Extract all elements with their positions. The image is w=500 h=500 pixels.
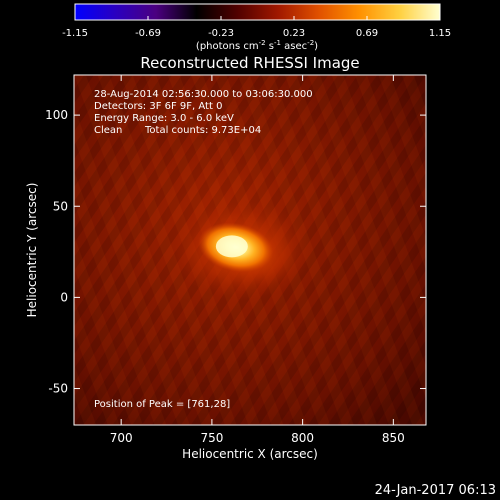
annotation-energy-range: Energy Range: 3.0 - 6.0 keV bbox=[94, 113, 234, 124]
colorbar-tick-label: -0.23 bbox=[208, 28, 234, 39]
y-axis-ticks: -50 0 50 100 bbox=[45, 108, 426, 396]
colorbar-tick-label: -1.15 bbox=[62, 28, 88, 39]
colorbar: -1.15 -0.69 -0.23 0.23 0.69 1.15 (photons cm-… bbox=[62, 3, 451, 52]
x-tick-label: 700 bbox=[110, 431, 133, 445]
source-peak bbox=[215, 235, 248, 258]
annotation-time-range: 28-Aug-2014 02:56:30.000 to 03:06:30.000 bbox=[94, 89, 313, 100]
x-axis-label: Heliocentric X (arcsec) bbox=[182, 447, 318, 461]
chart-title: Reconstructed RHESSI Image bbox=[140, 54, 359, 72]
colorbar-tick-label: 0.69 bbox=[356, 28, 378, 39]
colorbar-ticks: -1.15 -0.69 -0.23 0.23 0.69 1.15 bbox=[62, 16, 451, 39]
annotation-peak-position: Position of Peak = [761,28] bbox=[94, 399, 230, 410]
annotations: 28-Aug-2014 02:56:30.000 to 03:06:30.000… bbox=[94, 89, 313, 410]
colorbar-gradient bbox=[74, 3, 441, 21]
y-tick-label: 100 bbox=[45, 108, 68, 122]
colorbar-tick-label: 1.15 bbox=[429, 28, 451, 39]
x-axis-ticks: 700 750 800 850 bbox=[110, 75, 405, 445]
plot-frame bbox=[73, 74, 427, 426]
image-plot-area bbox=[74, 75, 426, 425]
colorbar-tick-label: -0.69 bbox=[135, 28, 161, 39]
annotation-detectors: Detectors: 3F 6F 9F, Att 0 bbox=[94, 101, 222, 112]
annotation-clean: Clean bbox=[94, 125, 122, 136]
annotation-total-counts: Total counts: 9.73E+04 bbox=[144, 125, 261, 136]
x-tick-label: 800 bbox=[291, 431, 314, 445]
x-tick-label: 750 bbox=[200, 431, 223, 445]
y-tick-label: -50 bbox=[48, 382, 68, 396]
colorbar-tick-label: 0.23 bbox=[283, 28, 305, 39]
y-tick-label: 0 bbox=[60, 290, 68, 304]
y-tick-label: 50 bbox=[53, 199, 68, 213]
footer-date: 24-Jan-2017 06:13 bbox=[375, 483, 496, 498]
y-axis-label: Heliocentric Y (arcsec) bbox=[25, 183, 39, 318]
colorbar-unit-label: (photons cm-2 s-1 asec-2) bbox=[196, 39, 318, 52]
flare-source bbox=[171, 200, 312, 301]
x-tick-label: 850 bbox=[382, 431, 405, 445]
